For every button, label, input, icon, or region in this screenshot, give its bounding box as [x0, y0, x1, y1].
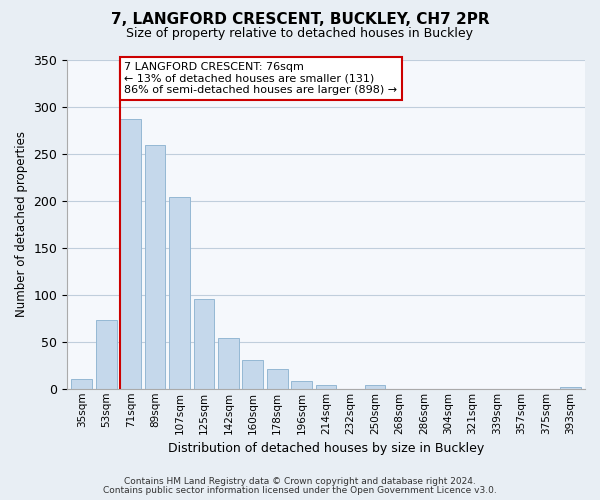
X-axis label: Distribution of detached houses by size in Buckley: Distribution of detached houses by size … [168, 442, 484, 455]
Text: Size of property relative to detached houses in Buckley: Size of property relative to detached ho… [127, 28, 473, 40]
Bar [71, 380, 92, 389]
Bar [218, 338, 239, 389]
Bar [267, 369, 287, 389]
Bar [194, 298, 214, 389]
Bar [120, 119, 141, 389]
Bar [96, 320, 116, 389]
Bar [169, 197, 190, 389]
Bar [365, 385, 385, 389]
Text: 7 LANGFORD CRESCENT: 76sqm
← 13% of detached houses are smaller (131)
86% of sem: 7 LANGFORD CRESCENT: 76sqm ← 13% of deta… [124, 62, 397, 95]
Bar [242, 360, 263, 389]
Bar [316, 385, 337, 389]
Bar [291, 381, 312, 389]
Text: 7, LANGFORD CRESCENT, BUCKLEY, CH7 2PR: 7, LANGFORD CRESCENT, BUCKLEY, CH7 2PR [110, 12, 490, 28]
Text: Contains HM Land Registry data © Crown copyright and database right 2024.: Contains HM Land Registry data © Crown c… [124, 477, 476, 486]
Text: Contains public sector information licensed under the Open Government Licence v3: Contains public sector information licen… [103, 486, 497, 495]
Bar [560, 387, 581, 389]
Bar [145, 144, 166, 389]
Y-axis label: Number of detached properties: Number of detached properties [15, 132, 28, 318]
